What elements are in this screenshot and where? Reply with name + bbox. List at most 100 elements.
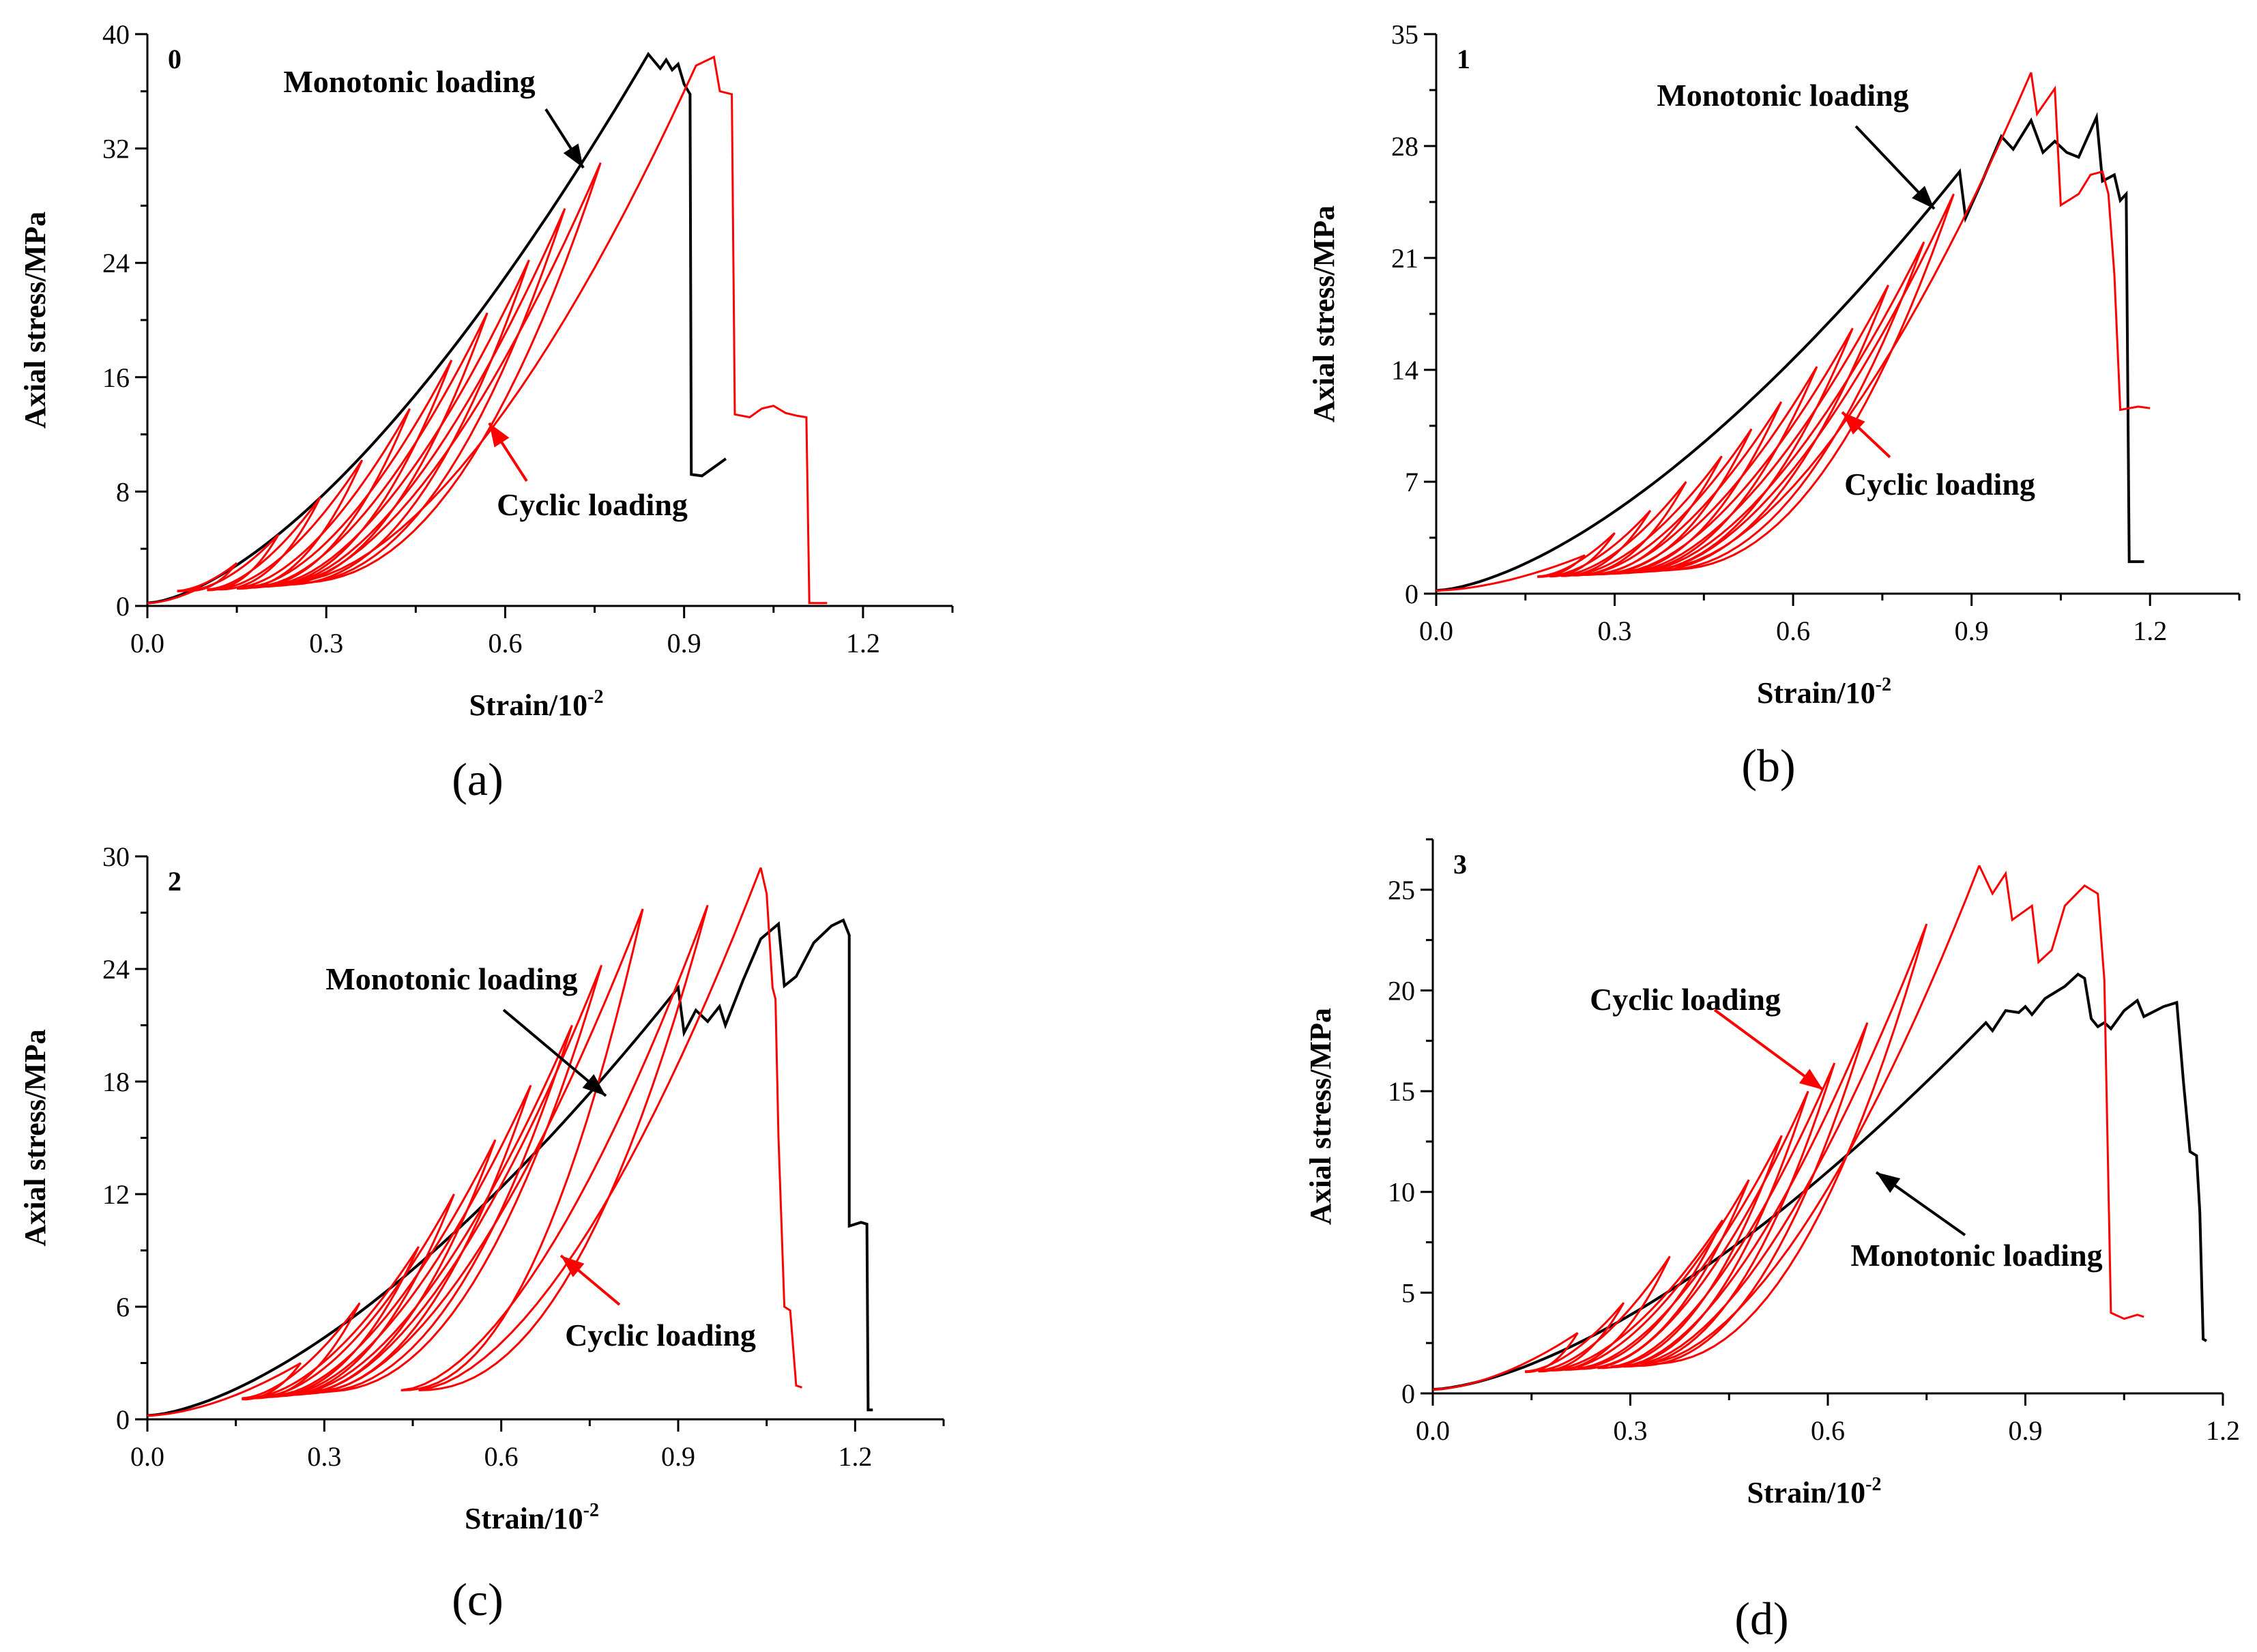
- x-axis-title: Strain/10-2: [1757, 674, 1891, 710]
- plot-area: [147, 867, 873, 1417]
- y-tick-label: 15: [1388, 1076, 1415, 1107]
- annotation-arrow-head: [1912, 186, 1934, 209]
- monotonic-curve: [1433, 972, 2207, 1391]
- cyclic-loop-5: [236, 408, 411, 589]
- annotation-arrow-head: [1842, 412, 1865, 435]
- cyclic-loop-1: [1524, 1302, 1625, 1373]
- chart-panel-0: 0.0 0.3 0.6 0.9 1.2 0 8 16 24 32 40 Strain/10-2 Axia…: [18, 19, 954, 805]
- cyclic-loop-3: [1560, 481, 1687, 577]
- cyclic-loop-10: [290, 162, 602, 584]
- cyclic-loop-10: [418, 867, 762, 1391]
- y-tick-label: 16: [102, 362, 130, 393]
- x-axis-title-exponent: -2: [583, 1500, 599, 1521]
- x-axis-title-exponent: -2: [1876, 674, 1891, 695]
- cyclic-loop-13: [2030, 72, 2151, 411]
- monotonic-curve: [1436, 112, 2144, 592]
- chart-panel-1: 0.0 0.3 0.6 0.9 1.2 0 7 14 21 28 35 Strain/10-2 Axia…: [1307, 19, 2241, 792]
- cyclic-loop-10: [1650, 865, 1981, 1364]
- cyclic-loop-3: [1551, 1219, 1723, 1371]
- y-axis-title: Axial stress/MPa: [18, 1029, 52, 1246]
- cyclic-loop-2: [189, 534, 280, 592]
- plot-area: [1433, 865, 2207, 1391]
- y-tick-label: 32: [102, 134, 130, 164]
- panel-number: 3: [1453, 849, 1467, 880]
- cyclic-loop-7: [312, 964, 603, 1393]
- cyclic-loop-4: [277, 1139, 497, 1396]
- x-tick-label: 0.9: [2009, 1415, 2043, 1446]
- cyclic-loop-10: [1644, 241, 1925, 572]
- cyclic-loop-8: [324, 908, 644, 1391]
- x-tick-label: 1.2: [2206, 1415, 2240, 1446]
- y-tick-label: 21: [1391, 243, 1418, 274]
- y-tick-label: 10: [1388, 1177, 1415, 1208]
- cyclic-loop-6: [1597, 1090, 1809, 1369]
- x-axis-title: Strain/10-2: [1747, 1474, 1882, 1509]
- y-tick-label: 8: [116, 476, 130, 507]
- annotation-arrow-head: [1799, 1069, 1823, 1090]
- y-tick-label: 25: [1388, 875, 1415, 905]
- x-tick-label: 0.0: [130, 628, 164, 658]
- x-tick-label: 0.6: [488, 628, 522, 658]
- cyclic-loop-11: [1656, 193, 1955, 571]
- cyclic-loop-12: [1668, 72, 2033, 568]
- x-tick-label: 0.6: [484, 1441, 519, 1472]
- cyclic-loop-9: [1636, 923, 1928, 1365]
- x-tick-label: 0.0: [1416, 1415, 1450, 1446]
- y-tick-label: 0: [1401, 1378, 1415, 1409]
- cyclic-loop-6: [300, 1024, 573, 1394]
- y-tick-label: 24: [102, 248, 130, 278]
- cyclic-loop-5: [289, 1084, 532, 1395]
- annotation-arrow-head: [563, 143, 583, 168]
- cyclic-loop-6: [248, 359, 453, 588]
- y-tick-label: 5: [1401, 1277, 1415, 1308]
- annotation-arrow-head: [1876, 1172, 1901, 1193]
- panel-caption: (c): [452, 1574, 503, 1625]
- annotation-arrow-head: [489, 423, 510, 448]
- cyclic-loop-11: [759, 867, 802, 1389]
- y-tick-label: 24: [102, 954, 130, 985]
- y-tick-label: 0: [1405, 579, 1418, 609]
- panel-number: 2: [168, 866, 181, 897]
- cyclic-loop-7: [1610, 1062, 1836, 1368]
- annotation-label: Cyclic loading: [1844, 467, 2035, 502]
- y-tick-label: 0: [116, 1404, 130, 1435]
- x-tick-label: 0.3: [307, 1441, 341, 1472]
- y-tick-label: 28: [1391, 131, 1418, 162]
- x-tick-label: 0.0: [130, 1441, 164, 1472]
- y-tick-label: 12: [102, 1179, 130, 1210]
- x-tick-label: 1.2: [846, 628, 880, 658]
- panel-caption: (a): [452, 753, 503, 805]
- y-axis-title: Axial stress/MPa: [18, 212, 52, 429]
- annotation-label: Monotonic loading: [1850, 1238, 2102, 1273]
- cyclic-loop-6: [1597, 401, 1783, 575]
- annotation-label: Monotonic loading: [1657, 78, 1908, 113]
- panel-number: 1: [1457, 44, 1470, 74]
- x-tick-label: 1.2: [2133, 615, 2167, 646]
- y-axis-title: Axial stress/MPa: [1307, 205, 1341, 422]
- cyclic-loop-12: [683, 55, 828, 605]
- cyclic-loop-11: [296, 91, 686, 583]
- y-tick-label: 20: [1388, 975, 1415, 1006]
- annotation-label: Cyclic loading: [497, 487, 688, 522]
- annotation-label: Cyclic loading: [565, 1318, 756, 1352]
- y-tick-label: 35: [1391, 19, 1418, 50]
- annotation-label: Monotonic loading: [283, 64, 535, 99]
- y-tick-label: 18: [102, 1067, 130, 1097]
- annotation-label: Monotonic loading: [325, 961, 577, 996]
- x-axis-title: Strain/10-2: [469, 686, 604, 722]
- cyclic-loop-8: [1623, 1022, 1869, 1367]
- cyclic-loop-3: [265, 1193, 455, 1397]
- x-tick-label: 0.3: [309, 628, 343, 658]
- panel-number: 0: [168, 44, 181, 74]
- cyclic-loop-9: [401, 904, 709, 1391]
- plot-area: [1436, 72, 2151, 592]
- annotation-arrow-head: [561, 1256, 585, 1277]
- x-axis-title-exponent: -2: [1865, 1474, 1881, 1495]
- y-tick-label: 30: [102, 841, 130, 872]
- y-tick-label: 40: [102, 19, 130, 50]
- x-tick-label: 0.0: [1419, 615, 1453, 646]
- cyclic-loop-1: [1537, 532, 1616, 578]
- cyclic-loop-5: [1577, 1135, 1783, 1370]
- y-tick-label: 7: [1405, 467, 1418, 497]
